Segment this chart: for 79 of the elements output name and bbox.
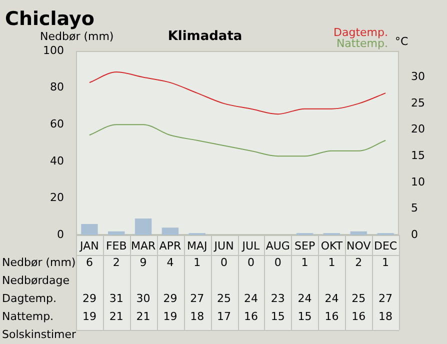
text: Nedbør (mm) — [2, 256, 76, 269]
x-tick-label: SEP — [294, 239, 316, 252]
y-tick-label: 0 — [57, 228, 64, 241]
x-tick-label: JAN — [79, 239, 99, 252]
y-tick-label: 100 — [43, 44, 64, 57]
y2-tick-label: 25 — [411, 96, 425, 110]
text: Dagtemp. — [2, 292, 56, 305]
data-label: 24 — [298, 292, 312, 305]
y2-tick-label: 30 — [411, 70, 425, 84]
x-tick-label: APR — [159, 239, 182, 252]
data-label: 30 — [136, 292, 150, 305]
text: Solskinstimer — [2, 328, 76, 341]
data-label: 21 — [136, 310, 150, 323]
y-tick-label: 40 — [50, 154, 64, 168]
data-label: 21 — [109, 310, 124, 323]
data-label: 25 — [217, 292, 232, 305]
data-label: 1 — [194, 256, 201, 269]
text: Nedbørdage — [2, 274, 70, 287]
data-label: 23 — [270, 292, 285, 305]
x-tick-label: NOV — [346, 239, 372, 252]
y2-tick-label: 15 — [411, 149, 425, 162]
y-tick-label: 80 — [50, 80, 64, 94]
x-tick-label: MAR — [130, 239, 156, 252]
data-label: 31 — [109, 292, 124, 305]
bar — [350, 231, 367, 235]
y2-axis-title: °C — [395, 35, 408, 48]
x-tick-label: MAJ — [186, 239, 208, 252]
y-tick-label: 60 — [50, 117, 64, 130]
data-label: 6 — [86, 256, 93, 269]
data-label: 0 — [274, 256, 282, 269]
y-axis-title: Nedbør (mm) — [40, 30, 114, 43]
data-label: 9 — [140, 256, 147, 269]
data-label: 4 — [166, 256, 174, 269]
x-tick-label: AUG — [266, 239, 290, 252]
data-label: 16 — [352, 310, 366, 323]
data-label: 16 — [244, 310, 258, 323]
data-label: 27 — [378, 292, 393, 305]
data-label: 29 — [163, 292, 178, 305]
data-label: 2 — [112, 256, 120, 269]
chart-subtitle: Klimadata — [168, 29, 242, 44]
data-label: 1 — [301, 256, 308, 269]
data-label: 0 — [220, 256, 228, 269]
data-label: 25 — [352, 292, 366, 305]
data-label: 19 — [82, 310, 96, 323]
x-tick-label: DEC — [374, 239, 398, 252]
data-label: 1 — [328, 256, 336, 269]
x-tick-label: JUN — [213, 239, 234, 252]
y2-tick-label: 0 — [411, 228, 418, 241]
x-tick-label: JUL — [241, 239, 261, 252]
bar — [134, 218, 152, 235]
data-label: 2 — [355, 256, 362, 269]
line-series — [88, 72, 386, 115]
x-tick-label: FEB — [106, 239, 127, 252]
data-label: 24 — [324, 292, 339, 305]
bar — [108, 231, 125, 235]
data-label: 15 — [270, 310, 285, 323]
data-label: 24 — [244, 292, 258, 305]
line-series — [88, 124, 386, 157]
data-label: 27 — [190, 292, 204, 305]
x-tick-label: OKT — [320, 239, 343, 252]
y-tick-label: 20 — [50, 191, 64, 204]
data-label: 16 — [324, 310, 339, 323]
data-label: 19 — [163, 310, 178, 323]
bar — [81, 224, 98, 235]
text: Nattemp. — [336, 37, 388, 50]
y2-tick-label: 5 — [411, 202, 418, 215]
y2-tick-label: 20 — [411, 122, 425, 136]
data-label: 0 — [247, 256, 254, 269]
data-label: 29 — [82, 292, 96, 305]
chart-title: Chiclayo — [5, 8, 94, 30]
data-label: 17 — [217, 310, 232, 323]
data-label: 15 — [298, 310, 312, 323]
bar — [162, 228, 179, 235]
y2-tick-label: 10 — [411, 175, 425, 188]
data-label: 18 — [378, 310, 393, 323]
text: Nattemp. — [2, 310, 54, 323]
data-label: 18 — [190, 310, 204, 323]
text: Dagtemp. — [334, 26, 388, 39]
data-label: 1 — [382, 256, 390, 269]
